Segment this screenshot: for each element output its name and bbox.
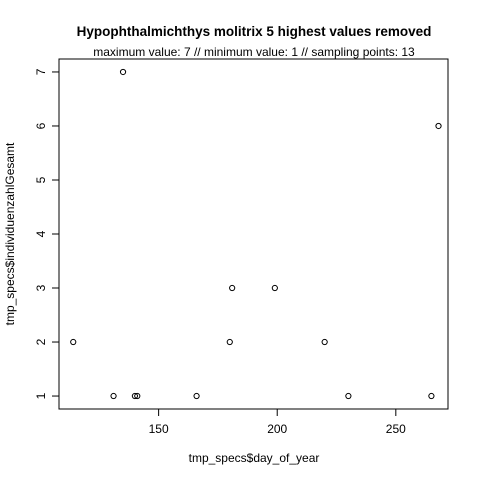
- data-point: [110, 392, 117, 400]
- y-tick-label: 3: [34, 284, 48, 291]
- y-axis-label: tmp_specs$individuenzahlGesamt: [3, 142, 17, 325]
- y-tick-label: 1: [34, 392, 48, 399]
- data-point: [435, 122, 442, 130]
- data-point: [226, 338, 233, 346]
- data-points: [70, 68, 442, 400]
- data-point: [345, 392, 352, 400]
- plot-frame: [58, 58, 449, 410]
- y-axis: 1 2 3 4 5 6 7: [34, 68, 60, 399]
- x-tick-label: 250: [386, 422, 406, 436]
- x-tick-label: 150: [149, 422, 169, 436]
- y-tick-label: 2: [34, 338, 48, 345]
- data-point: [134, 392, 141, 400]
- y-tick-label: 7: [34, 68, 48, 75]
- x-tick-label: 200: [267, 422, 287, 436]
- data-point: [229, 284, 236, 292]
- y-tick-label: 6: [34, 122, 48, 129]
- data-point: [271, 284, 278, 292]
- chart-subtitle: maximum value: 7 // minimum value: 1 // …: [93, 45, 415, 59]
- y-tick-label: 5: [34, 176, 48, 183]
- data-point: [193, 392, 200, 400]
- data-point: [70, 338, 77, 346]
- data-point: [131, 392, 139, 400]
- chart-title: Hypophthalmichthys molitrix 5 highest va…: [77, 24, 432, 39]
- data-point: [321, 338, 328, 346]
- data-point: [428, 392, 435, 400]
- x-axis: 150 200 250: [149, 408, 406, 436]
- y-tick-label: 4: [34, 230, 48, 237]
- data-point: [119, 68, 127, 76]
- x-axis-label: tmp_specs$day_of_year: [189, 451, 320, 465]
